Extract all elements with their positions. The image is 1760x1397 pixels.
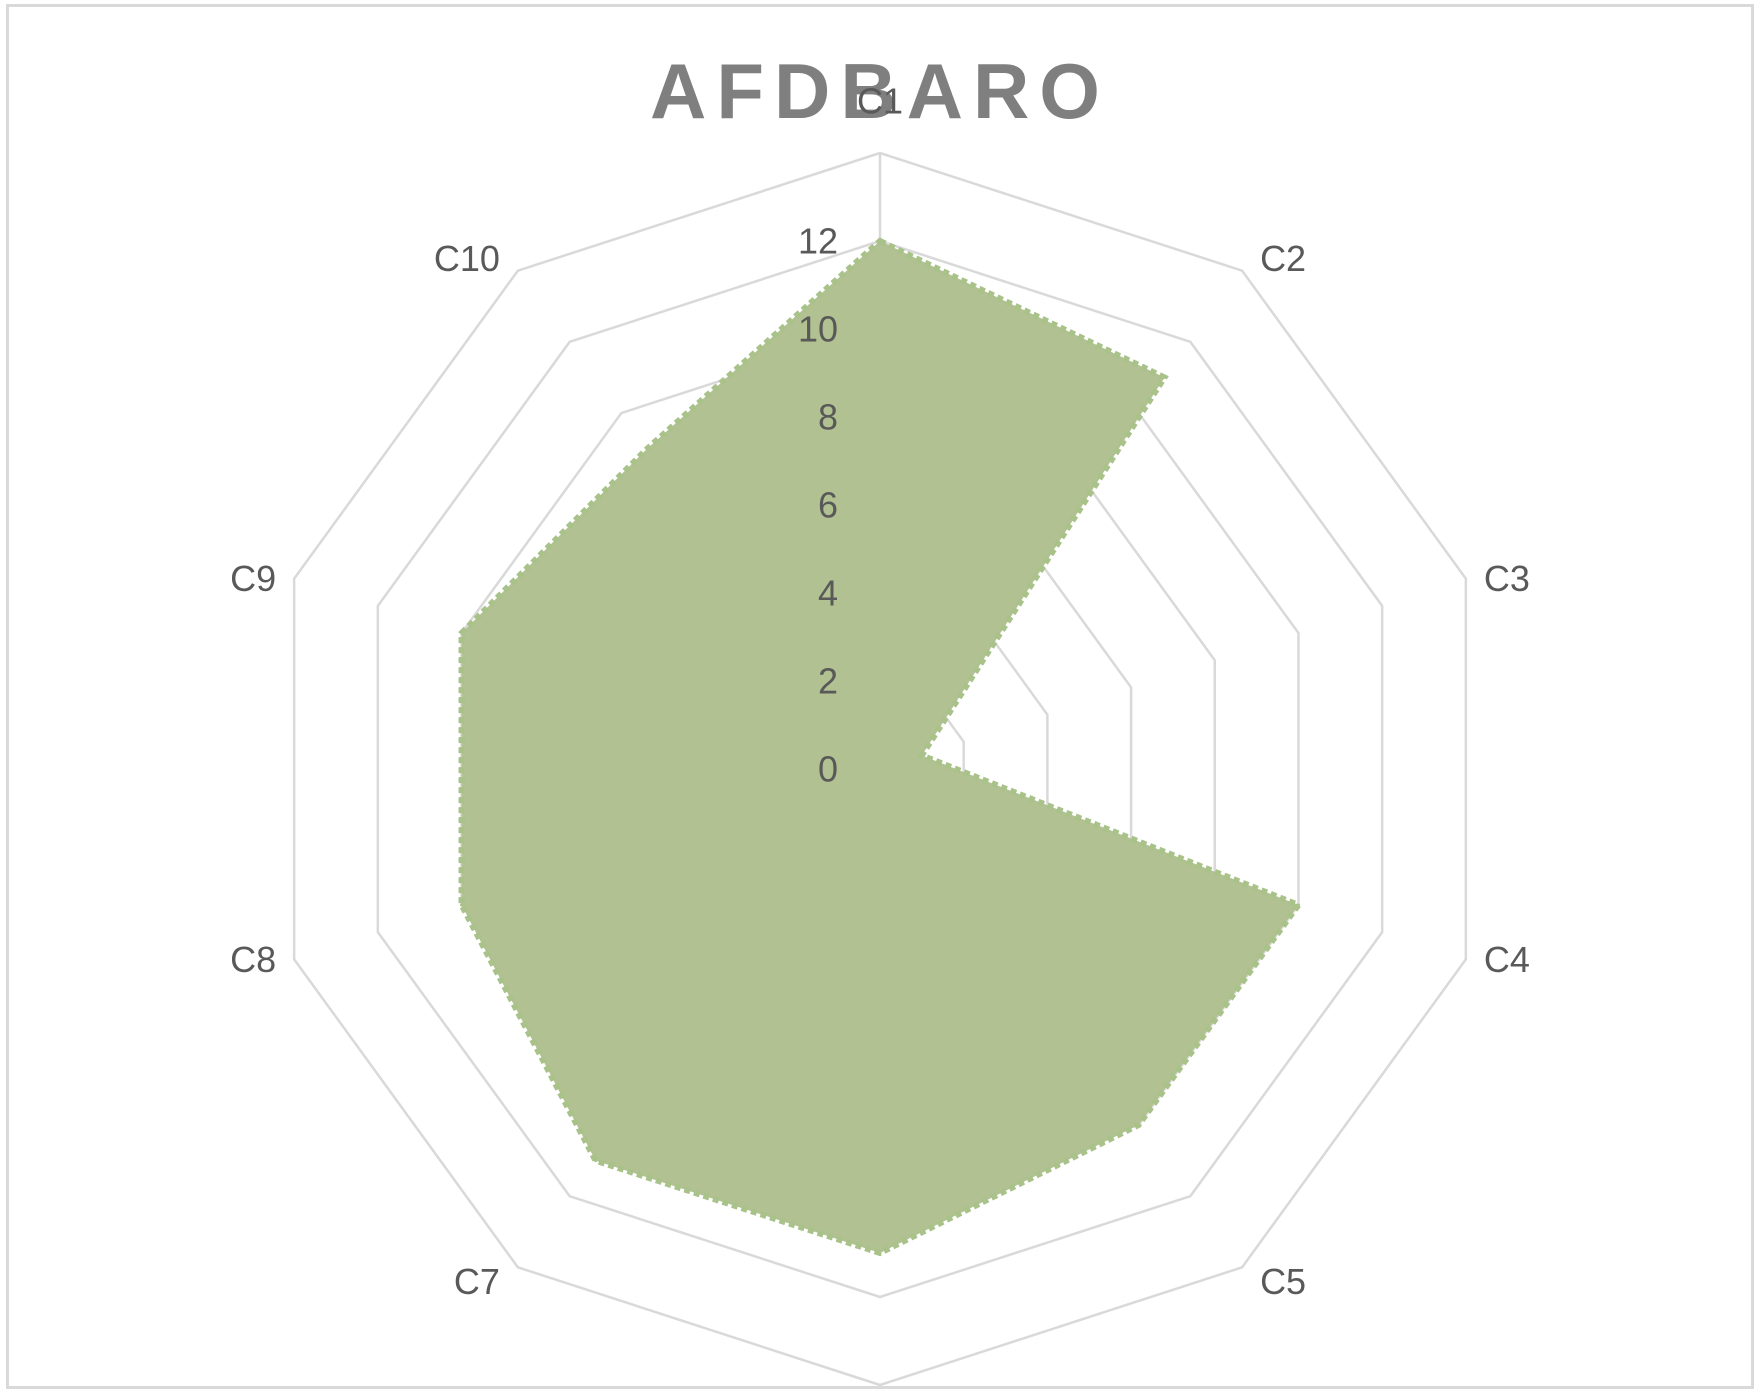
tick-label-6: 6 <box>818 485 838 526</box>
radar-category-labels: C1C2C3C4C5C6C7C8C9C10 <box>230 81 1530 1302</box>
tick-label-8: 8 <box>818 397 838 438</box>
data-point-c5 <box>1137 1123 1141 1127</box>
tick-label-4: 4 <box>818 573 838 614</box>
data-point-c10 <box>645 447 649 451</box>
chart-title: AFDBARO <box>650 47 1110 135</box>
tick-label-10: 10 <box>798 309 838 350</box>
category-label-c3: C3 <box>1484 558 1530 599</box>
series-area-1 <box>458 237 1304 1257</box>
data-point-c1 <box>878 239 882 243</box>
data-point-c6 <box>878 1251 882 1255</box>
category-label-c2: C2 <box>1260 238 1306 279</box>
data-point-c7 <box>594 1159 598 1163</box>
grid-ring-14 <box>292 151 1468 1387</box>
category-label-c7: C7 <box>454 1261 500 1302</box>
data-point-c8 <box>460 903 464 907</box>
category-label-c4: C4 <box>1484 939 1530 980</box>
radar-tick-labels: 0 2 4 6 8 10 12 <box>798 221 838 790</box>
grid-ring-12 <box>376 239 1384 1299</box>
category-label-c8: C8 <box>230 939 276 980</box>
category-label-c10: C10 <box>434 238 500 279</box>
data-point-c9 <box>460 631 464 635</box>
data-point-c4 <box>1296 903 1300 907</box>
data-point-c2 <box>1162 375 1166 379</box>
radar-series <box>458 237 1304 1257</box>
data-point-c3 <box>920 753 924 757</box>
category-label-c1: C1 <box>857 81 903 122</box>
tick-label-12: 12 <box>798 221 838 262</box>
category-label-c5: C5 <box>1260 1261 1306 1302</box>
tick-label-2: 2 <box>818 661 838 702</box>
tick-label-0: 0 <box>818 749 838 790</box>
category-label-c9: C9 <box>230 558 276 599</box>
